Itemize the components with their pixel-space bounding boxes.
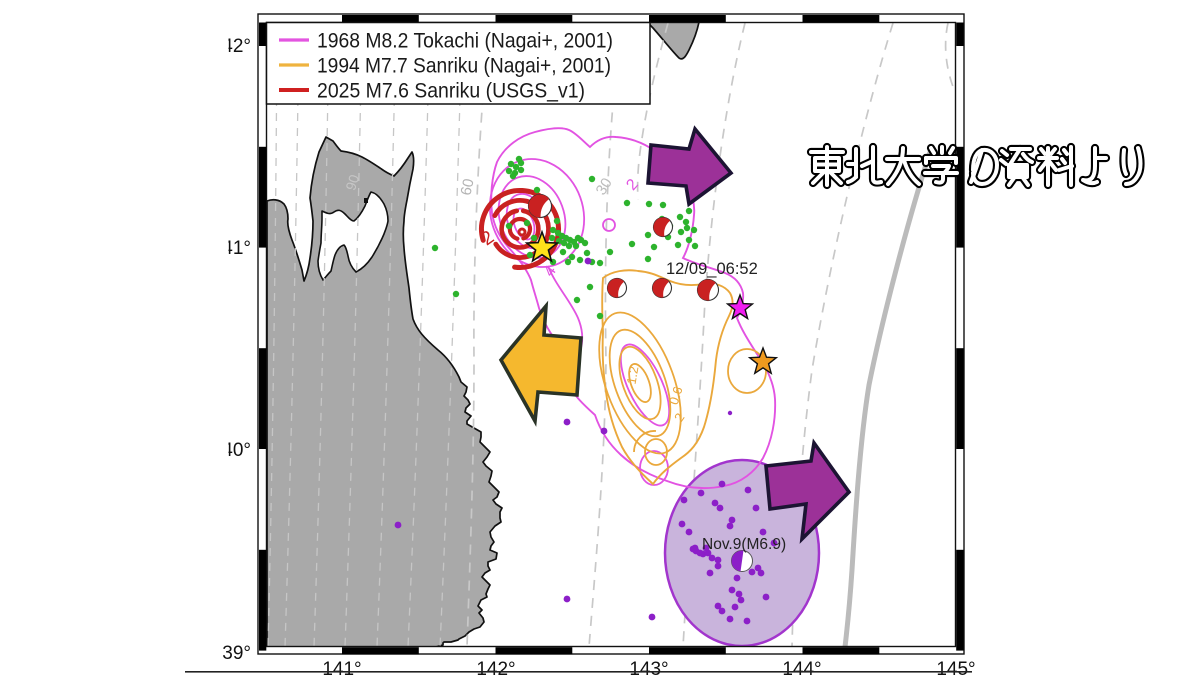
svg-text:41°: 41° [222,238,251,259]
svg-text:39°: 39° [222,643,251,664]
svg-text:1.2: 1.2 [624,365,642,385]
svg-text:2025 M7.6 Sanriku (USGS_v1): 2025 M7.6 Sanriku (USGS_v1) [317,80,585,103]
svg-text:42°: 42° [222,36,251,57]
svg-text:40°: 40° [222,440,251,461]
svg-text:2: 2 [623,176,642,194]
svg-text:1994 M7.7 Sanriku (Nagai+, 200: 1994 M7.7 Sanriku (Nagai+, 2001) [317,55,611,78]
svg-text:2: 2 [671,410,687,425]
svg-text:Nov.9(M6.9): Nov.9(M6.9) [702,536,786,553]
svg-text:0.6: 0.6 [666,385,686,407]
svg-text:60: 60 [458,177,478,197]
svg-text:12/09_06:52: 12/09_06:52 [666,260,758,278]
svg-text:30: 30 [593,175,616,198]
svg-text:1968 M8.2 Tokachi (Nagai+, 200: 1968 M8.2 Tokachi (Nagai+, 2001) [317,30,613,53]
svg-text:90: 90 [342,172,362,192]
